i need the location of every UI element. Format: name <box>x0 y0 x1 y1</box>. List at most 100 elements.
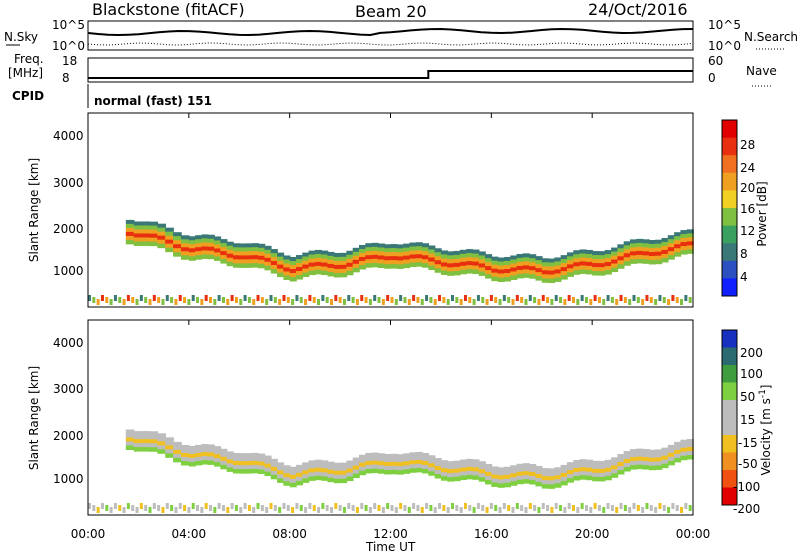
echo-cell <box>214 458 222 463</box>
echo-cell <box>642 243 650 248</box>
ground-scatter-cell <box>109 507 113 513</box>
echo-cell <box>529 262 537 267</box>
echo-cell <box>428 261 436 267</box>
power-cbar-tick-4: 4 <box>740 270 748 284</box>
echo-cell <box>422 251 430 256</box>
echo-cell <box>554 257 562 262</box>
echo-cell <box>648 461 656 467</box>
freq-right-tick-bottom: 0 <box>708 71 716 85</box>
echo-cell <box>554 479 562 484</box>
nave-label: Nave <box>746 64 777 78</box>
echo-cell <box>333 272 341 278</box>
echo-cell <box>340 272 348 278</box>
ground-scatter-cell <box>425 503 429 509</box>
echo-cell <box>623 459 631 464</box>
ground-scatter-cell <box>671 295 675 301</box>
echo-cell <box>560 263 568 268</box>
ground-scatter-cell <box>623 297 627 303</box>
echo-cell <box>377 461 385 466</box>
echo-cell <box>201 246 209 251</box>
echo-cell <box>333 260 341 266</box>
echo-cell <box>485 479 493 485</box>
echo-cell <box>485 270 493 275</box>
ground-scatter-cell <box>247 505 251 511</box>
echo-cell <box>617 470 625 475</box>
ground-scatter-cell <box>550 507 554 513</box>
ground-scatter-cell <box>312 505 316 511</box>
ground-scatter-cell <box>325 505 329 511</box>
colorbar-swatch <box>722 400 737 418</box>
echo-cell <box>566 256 575 261</box>
ground-scatter-cell <box>368 299 372 305</box>
echo-cell <box>226 241 234 247</box>
colorbar-swatch <box>722 470 737 488</box>
echo-cell <box>548 274 556 280</box>
echo-cell <box>667 452 675 458</box>
ground-scatter-cell <box>597 505 601 511</box>
power-ylabel: Slant Range [km] <box>27 158 41 262</box>
echo-cell <box>207 234 215 240</box>
echo-cell <box>157 441 167 446</box>
echo-cell <box>592 267 600 272</box>
echo-cell <box>428 253 436 259</box>
ground-scatter-cell <box>239 507 243 513</box>
ground-scatter-cell <box>455 297 459 303</box>
echo-cell <box>295 476 304 482</box>
echo-cell <box>661 257 669 263</box>
echo-cell <box>554 277 562 282</box>
echo-cell <box>485 266 493 271</box>
echo-cell <box>623 257 631 262</box>
echo-cell <box>535 465 543 471</box>
echo-cell <box>648 256 656 261</box>
echo-cell <box>636 448 644 454</box>
echo-cell <box>535 473 543 479</box>
ground-scatter-cell <box>317 299 321 305</box>
ground-scatter-cell <box>286 297 290 303</box>
echo-cell <box>497 261 505 267</box>
echo-cell <box>661 245 669 251</box>
echo-cell <box>579 475 587 480</box>
echo-cell <box>466 257 474 262</box>
echo-cell <box>390 465 398 471</box>
echo-cell <box>573 472 581 477</box>
echo-cell <box>149 435 159 440</box>
ground-scatter-cell <box>256 295 260 301</box>
echo-cell <box>541 274 549 279</box>
echo-cell <box>133 439 143 444</box>
echo-cell <box>503 478 512 484</box>
ground-scatter-cell <box>196 505 200 511</box>
cpid-label: CPID <box>12 89 44 103</box>
echo-cell <box>592 468 600 474</box>
echo-cell <box>384 248 392 253</box>
echo-cell <box>585 475 593 481</box>
echo-cell <box>680 246 688 251</box>
echo-cell <box>485 262 493 267</box>
echo-cell <box>173 453 182 459</box>
ground-scatter-cell <box>191 295 195 301</box>
echo-cell <box>478 259 486 264</box>
echo-cell <box>428 257 436 263</box>
echo-cell <box>522 269 530 274</box>
echo-cell <box>232 243 241 248</box>
echo-cell <box>422 464 430 470</box>
echo-cell <box>214 236 222 241</box>
ground-scatter-cell <box>602 507 606 513</box>
echo-cell <box>346 270 354 276</box>
ground-scatter-cell <box>476 295 480 301</box>
echo-cell <box>358 458 367 464</box>
echo-cell <box>295 263 304 268</box>
echo-cell <box>365 468 373 474</box>
ground-scatter-cell <box>645 503 649 509</box>
echo-cell <box>466 458 474 464</box>
ground-scatter-cell <box>183 297 187 303</box>
echo-cell <box>396 466 404 471</box>
echo-cell <box>403 461 411 466</box>
echo-cell <box>239 465 247 470</box>
echo-cell <box>604 254 612 259</box>
echo-cell <box>149 443 159 448</box>
echo-cell <box>592 460 600 466</box>
echo-cell <box>207 456 215 461</box>
echo-cell <box>579 471 587 476</box>
echo-cell <box>510 259 518 264</box>
echo-cell <box>510 481 518 486</box>
